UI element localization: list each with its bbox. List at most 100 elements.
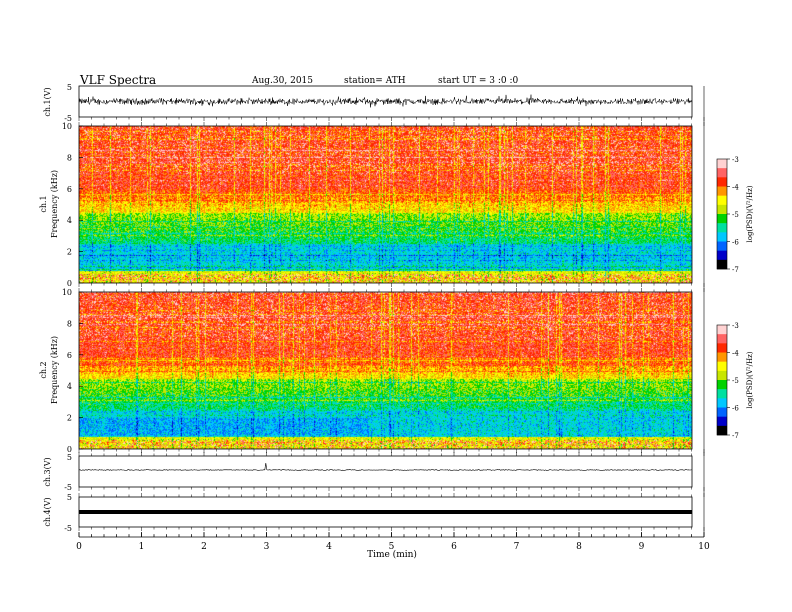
ch1-waveform-trace [78,94,693,108]
ch2-colorbar-segment [717,352,727,362]
ch1-spec-ylabel-freq: Frequency (kHz) [50,170,59,238]
ch1-colorbar-segment [717,195,727,206]
ch1-spec-ytick-label: 8 [67,153,72,162]
ch2-spectrogram-image [79,292,692,449]
ch2-colorbar-segment [717,325,727,335]
start-ut-label: start UT = 3 :0 :0 [438,76,518,86]
ch1-colorbar-tick-label: -6 [732,239,739,247]
ch2-spec-ytick-label: 2 [67,414,72,423]
ch2-colorbar-segment [717,398,727,408]
figure-title: VLF Spectra [79,73,156,87]
ch1-spec-ytick-label: 2 [67,248,72,257]
ch3-ytick-top: 5 [67,453,72,462]
ch3-ylabel: ch.3(V) [43,457,52,486]
ch1-colorbar-tick-label: -3 [732,156,739,164]
ch2-spec-ytick-label: 10 [62,288,72,297]
ch4-ytick-bottom: -5 [64,524,72,533]
ch2-colorbar-tick-label: -6 [732,405,739,413]
ch2-freq-ticks: 0 2 4 6 8 10 [62,288,83,454]
ch1-spec-ylabel-channel: ch.1 [39,195,48,212]
ch3-waveform-trace [78,462,692,471]
ch2-colorbar-tick-label: -7 [732,432,739,440]
ch1-ytick-bottom: -5 [64,114,72,123]
ch1-colorbar-label: log(PSD)(V²/Hz) [746,185,754,242]
ch3-waveform-frame [78,455,693,488]
ch2-colorbar-label: log(PSD)(V²/Hz) [746,351,754,408]
ch1-colorbar-segment [717,232,727,242]
time-axis-ticks: 0 1 2 3 4 5 6 7 8 9 10 [76,532,710,552]
time-axis-tick-label: 4 [326,542,332,552]
panel-tick-marks [78,86,705,537]
ch1-spectrogram-image [79,126,692,283]
ch1-spec-ytick-label: 4 [67,216,72,225]
time-axis-tick-label: 2 [201,542,207,552]
ch2-spec-ytick-label: 8 [67,319,72,328]
time-axis-tick-label: 8 [576,542,582,552]
ch2-spectrogram-frame [78,291,693,450]
ch1-colorbar-segment [717,223,727,233]
ch2-colorbar-tick-label: -3 [732,322,739,330]
time-axis-tick-label: 5 [389,542,395,552]
time-axis-label: Time (min) [367,549,417,560]
ch2-colorbar-segment [717,425,727,436]
ch4-ylabel: ch.4(V) [43,497,52,526]
ch1-colorbar-segment [717,177,727,187]
ch1-ytick-top: 5 [67,83,72,92]
ch2-spectrogram-panel: 0 2 4 6 8 10 ch.2 Frequency (kHz) -3 -4 -5 -6 -7 l… [39,288,754,454]
ch1-waveform-frame [78,85,693,118]
ch2-colorbar-segment [717,343,727,353]
ch1-spec-ytick-label: 6 [67,185,72,194]
ch1-spectrogram-frame [78,125,693,284]
ch1-waveform-panel: 5 -5 ch.1(V) [43,83,693,123]
ch2-spec-ylabel-freq: Frequency (kHz) [50,336,59,404]
time-axis-tick-label: 6 [451,542,457,552]
time-axis-tick-label: 3 [264,542,270,552]
ch4-waveform-trace [79,510,692,514]
ch1-ylabel: ch.1(V) [43,87,52,116]
ch2-colorbar-segment [717,370,727,381]
ch1-spec-ytick-label: 0 [67,279,72,288]
ch1-colorbar-segment [717,159,727,169]
ch1-waveform-line [78,94,693,108]
time-axis: 0 1 2 3 4 5 6 7 8 9 10 Time (min) [76,532,710,560]
ch2-spec-ytick-label: 6 [67,351,72,360]
ch2-colorbar-segment [717,407,727,417]
ch2-colorbar: -3 -4 -5 -6 -7 log(PSD)(V²/Hz) [716,322,754,440]
ch1-colorbar-segment [717,241,727,251]
ch4-ytick-top: 5 [67,493,72,502]
ch2-colorbar-tick-label: -4 [732,350,739,358]
ch1-colorbar: -3 -4 -5 -6 -7 log(PSD)(V²/Hz) [716,156,754,274]
ch1-colorbar-segment [717,250,727,261]
ch1-colorbar-segment [717,259,727,270]
ch1-colorbar-tick-label: -5 [732,211,739,219]
ch2-colorbar-tick-label: -5 [732,377,739,385]
ch1-colorbar-segment [717,204,727,215]
ch2-spec-ylabel-channel: ch.2 [39,361,48,378]
ch3-ytick-bottom: -5 [64,483,72,492]
time-axis-tick-label: 9 [639,542,645,552]
time-axis-tick-label: 0 [76,542,82,552]
ch2-colorbar-segment [717,361,727,372]
ch3-waveform-panel: 5 -5 ch.3(V) [43,453,693,492]
ch2-spec-ytick-label: 0 [67,445,72,454]
station-label: station= ATH [344,76,406,86]
ch4-waveform-panel: 5 -5 ch.4(V) [43,493,693,533]
date-label: Aug.30, 2015 [251,76,313,86]
ch2-colorbar-segment [717,416,727,427]
ch1-colorbar-tick-label: -7 [732,266,739,274]
ch2-colorbar-segment [717,389,727,399]
ch1-freq-ticks: 0 2 4 6 8 10 [62,122,83,288]
ch2-colorbar-segment [717,334,727,344]
ch1-colorbar-segment [717,186,727,196]
ch2-colorbar-segment [717,380,727,390]
ch2-spec-ytick-label: 4 [67,382,72,391]
ch1-spectrogram-panel: 0 2 4 6 8 10 ch.1 Frequency (kHz) -3 -4 -5 -6 -7 l… [39,122,754,288]
time-axis-tick-label: 1 [139,542,145,552]
ch1-spec-ytick-label: 10 [62,122,72,131]
time-axis-tick-label: 7 [514,542,520,552]
ch1-colorbar-segment [717,168,727,178]
ch1-colorbar-tick-label: -4 [732,184,739,192]
time-axis-tick-label: 10 [698,542,710,552]
ch1-colorbar-segment [717,214,727,224]
